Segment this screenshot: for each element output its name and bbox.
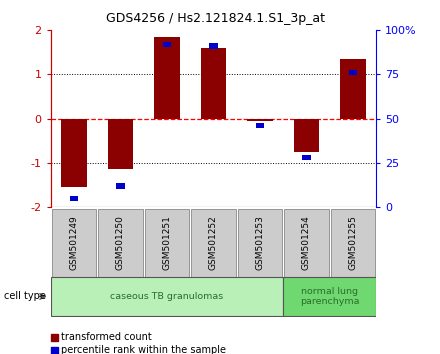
Bar (283, 277, 376, 316)
Bar (51, 347, 58, 354)
Bar (116, 183, 125, 188)
Text: percentile rank within the sample: percentile rank within the sample (61, 346, 226, 354)
Bar (293, 119, 319, 152)
Text: cell type: cell type (4, 291, 46, 302)
Text: GSM501250: GSM501250 (116, 215, 125, 270)
Bar (201, 48, 226, 119)
Text: GDS4256 / Hs2.121824.1.S1_3p_at: GDS4256 / Hs2.121824.1.S1_3p_at (106, 12, 325, 25)
Text: GSM501249: GSM501249 (70, 215, 78, 270)
Bar (284, 209, 329, 277)
Text: GSM501252: GSM501252 (209, 215, 218, 270)
Bar (256, 123, 264, 128)
Bar (51, 277, 283, 316)
Text: GSM501253: GSM501253 (255, 215, 264, 270)
Bar (302, 155, 311, 160)
Text: caseous TB granulomas: caseous TB granulomas (110, 292, 224, 301)
Bar (209, 43, 218, 48)
Text: transformed count: transformed count (61, 332, 151, 342)
Bar (163, 41, 171, 47)
Text: normal lung
parenchyma: normal lung parenchyma (300, 287, 359, 306)
Text: GSM501251: GSM501251 (162, 215, 172, 270)
Bar (145, 209, 189, 277)
Bar (108, 119, 133, 170)
Text: GSM501254: GSM501254 (302, 215, 311, 270)
Bar (340, 59, 366, 119)
Bar (51, 334, 58, 341)
Bar (154, 37, 180, 119)
Bar (191, 209, 236, 277)
Bar (349, 70, 357, 75)
Bar (70, 195, 78, 201)
Bar (51, 209, 96, 277)
Bar (61, 119, 87, 187)
Bar (238, 209, 282, 277)
Text: GSM501255: GSM501255 (348, 215, 357, 270)
Bar (247, 119, 273, 121)
Bar (98, 209, 143, 277)
Bar (330, 209, 375, 277)
